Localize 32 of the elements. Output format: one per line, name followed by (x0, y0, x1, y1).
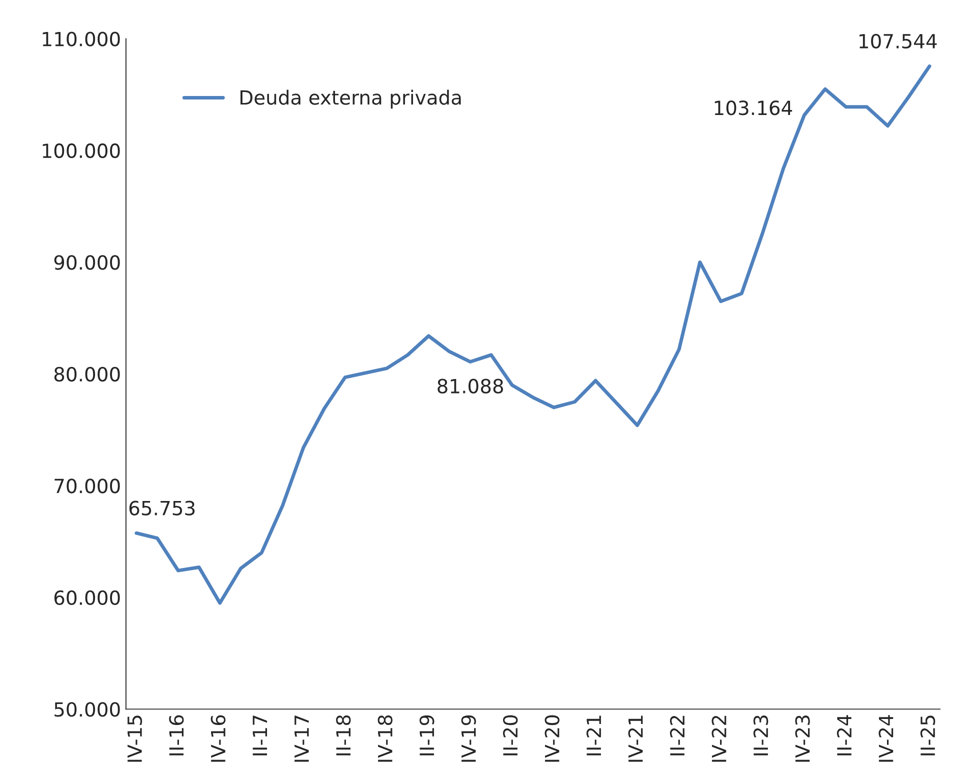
x-tick-label: II-18 (336, 715, 351, 756)
x-tick-label: II-24 (836, 715, 852, 756)
x-tick-label: II-20 (503, 715, 518, 756)
y-tick-label: 80.000 (54, 366, 120, 382)
y-tick-label: 100.000 (42, 143, 120, 158)
x-tick-label: II-19 (420, 715, 434, 756)
x-tick-label: IV-15 (128, 716, 142, 762)
x-tick-label: IV-18 (378, 715, 392, 762)
legend-label: Deuda externa privada (240, 90, 461, 109)
y-tick-label: 60.000 (54, 590, 120, 606)
x-tick-label: II-21 (586, 716, 601, 756)
x-tick-label: II-23 (753, 716, 768, 756)
y-tick-label: 70.000 (54, 478, 120, 494)
x-tick-label: IV-17 (294, 716, 309, 762)
data-label: 103.164 (714, 100, 792, 116)
x-tick-label: II-22 (670, 716, 684, 756)
y-tick-label: 110.000 (42, 32, 120, 46)
x-tick-label: II-16 (169, 715, 184, 756)
x-tick-label: II-17 (252, 716, 267, 756)
x-tick-label: IV-21 (628, 716, 643, 762)
data-label: 81.088 (438, 378, 504, 394)
x-tick-label: IV-19 (461, 715, 476, 762)
data-label: 65.753 (129, 500, 195, 516)
data-label: 107.544 (860, 34, 937, 49)
x-tick-label: IV-24 (878, 715, 894, 762)
x-tick-label: IV-23 (795, 716, 810, 762)
x-tick-label: IV-22 (712, 716, 726, 762)
x-tick-label: II-25 (920, 716, 936, 756)
x-tick-label: IV-20 (544, 715, 560, 762)
y-tick-label: 90.000 (54, 255, 120, 270)
x-tick-label: IV-16 (210, 715, 226, 762)
y-tick-label: 50.000 (54, 702, 120, 717)
